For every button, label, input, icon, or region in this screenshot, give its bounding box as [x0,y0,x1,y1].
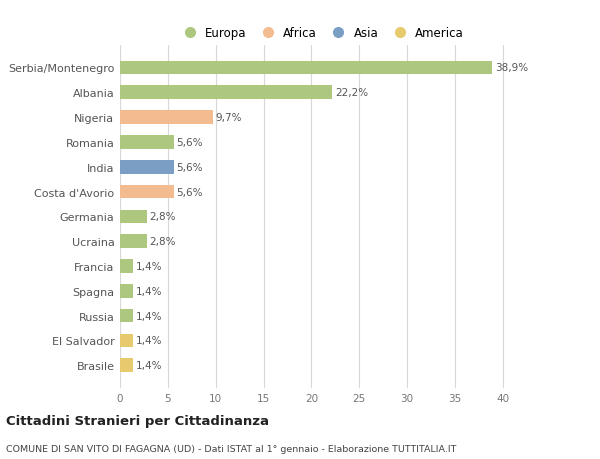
Text: COMUNE DI SAN VITO DI FAGAGNA (UD) - Dati ISTAT al 1° gennaio - Elaborazione TUT: COMUNE DI SAN VITO DI FAGAGNA (UD) - Dat… [6,444,457,453]
Bar [120,111,213,124]
Text: 5,6%: 5,6% [176,162,203,172]
Bar [120,235,147,248]
Text: 1,4%: 1,4% [136,360,163,370]
Bar [120,62,493,75]
Bar [120,285,133,298]
Legend: Europa, Africa, Asia, America: Europa, Africa, Asia, America [173,23,469,45]
Text: 5,6%: 5,6% [176,138,203,147]
Bar [120,185,173,199]
Bar [120,309,133,323]
Bar [120,358,133,372]
Text: 22,2%: 22,2% [335,88,368,98]
Bar [120,260,133,273]
Text: 5,6%: 5,6% [176,187,203,197]
Bar [120,86,332,100]
Text: 1,4%: 1,4% [136,262,163,271]
Bar [120,136,173,149]
Text: 1,4%: 1,4% [136,286,163,296]
Text: 1,4%: 1,4% [136,336,163,346]
Text: Cittadini Stranieri per Cittadinanza: Cittadini Stranieri per Cittadinanza [6,414,269,428]
Text: 38,9%: 38,9% [495,63,529,73]
Text: 2,8%: 2,8% [149,212,176,222]
Bar [120,334,133,347]
Bar [120,161,173,174]
Text: 2,8%: 2,8% [149,237,176,246]
Text: 9,7%: 9,7% [216,113,242,123]
Bar [120,210,147,224]
Text: 1,4%: 1,4% [136,311,163,321]
